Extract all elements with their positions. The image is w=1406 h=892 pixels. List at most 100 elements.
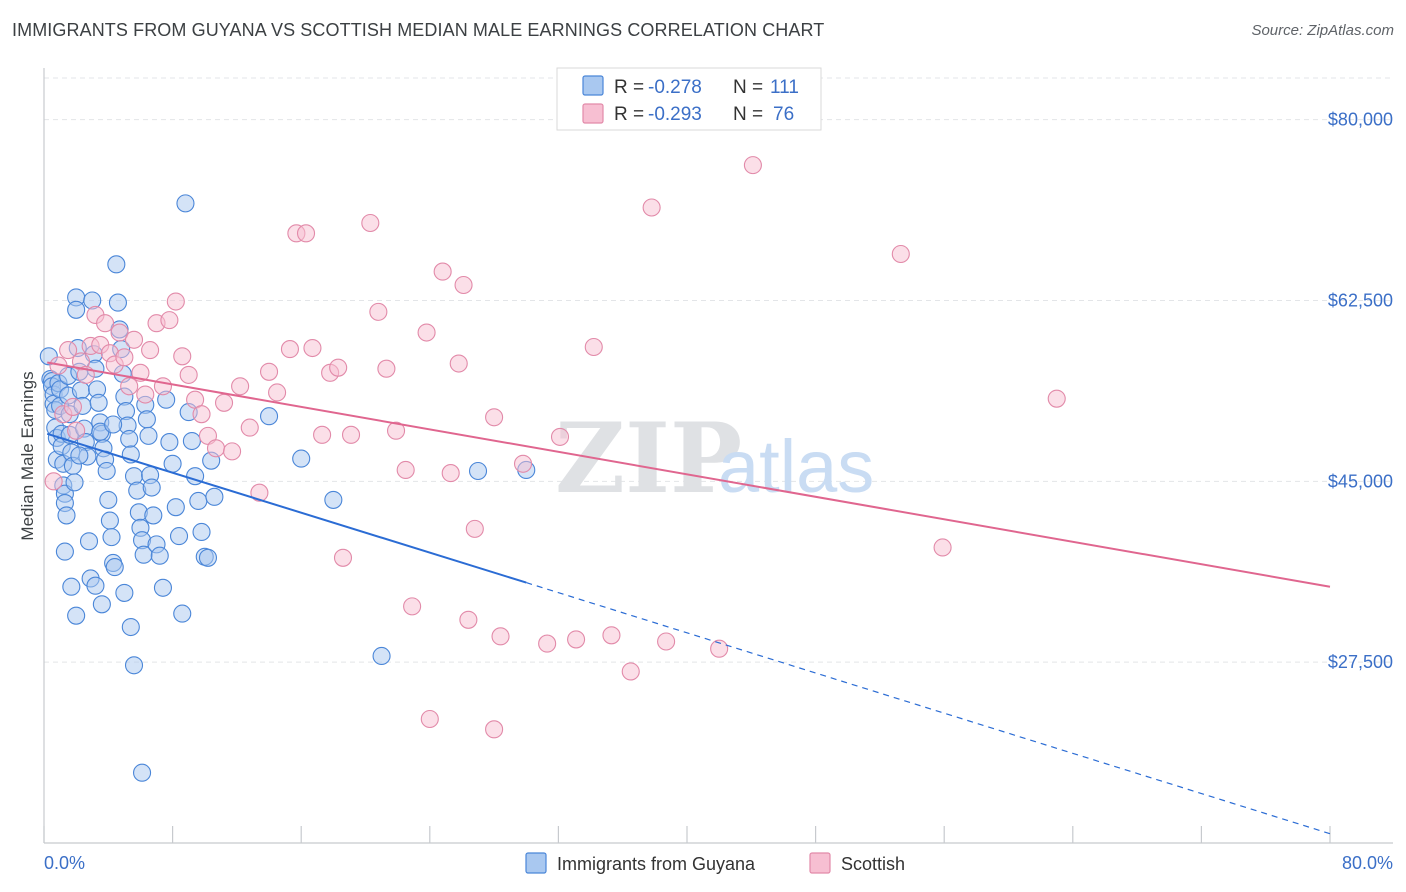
trend-line-guyana xyxy=(46,432,527,584)
axes xyxy=(43,68,1393,844)
point-scottish xyxy=(449,354,468,373)
point-scottish xyxy=(110,323,129,342)
point-scottish xyxy=(296,224,316,243)
point-guyana xyxy=(62,577,81,596)
point-scottish xyxy=(420,709,439,729)
point-guyana xyxy=(104,415,123,434)
point-scottish xyxy=(621,662,640,681)
trend-line-guyana-extension xyxy=(526,582,1331,835)
trend-line-scottish xyxy=(47,361,1331,588)
point-scottish xyxy=(329,358,348,377)
point-guyana xyxy=(67,300,86,319)
legend-r-value-2: -0.293 xyxy=(648,104,702,125)
point-guyana xyxy=(105,558,124,577)
point-scottish xyxy=(333,548,353,567)
bottom-legend-label-scottish: Scottish xyxy=(841,854,905,874)
legend-n-value-1: 111 xyxy=(770,77,799,98)
point-scottish xyxy=(657,632,676,651)
point-guyana xyxy=(55,542,74,561)
point-guyana xyxy=(124,656,144,675)
point-scottish xyxy=(377,359,396,378)
point-scottish xyxy=(141,341,160,360)
point-scottish xyxy=(933,538,952,557)
point-guyana xyxy=(153,578,173,597)
point-scottish xyxy=(341,425,361,444)
bottom-legend-label-guyana: Immigrants from Guyana xyxy=(557,854,756,874)
point-scottish xyxy=(602,626,621,645)
point-guyana xyxy=(97,461,116,481)
point-scottish xyxy=(115,348,134,367)
point-guyana xyxy=(176,194,195,213)
point-scottish xyxy=(59,341,78,360)
watermark-atlas: atlas xyxy=(718,425,874,508)
point-guyana xyxy=(142,478,161,497)
point-guyana xyxy=(99,490,118,509)
chart-title: IMMIGRANTS FROM GUYANA VS SCOTTISH MEDIA… xyxy=(12,20,825,40)
point-scottish xyxy=(743,156,762,175)
y-tick-label: $62,500 xyxy=(1328,291,1393,311)
point-guyana xyxy=(169,527,189,546)
point-scottish xyxy=(120,377,139,396)
bottom-legend: Immigrants from Guyana Scottish xyxy=(525,852,905,874)
y-tick-label: $45,000 xyxy=(1328,471,1393,491)
watermark: ZIP atlas xyxy=(555,402,874,515)
point-scottish xyxy=(250,483,269,502)
point-scottish xyxy=(396,460,415,480)
point-guyana xyxy=(133,763,152,782)
point-scottish xyxy=(550,427,570,446)
point-scottish xyxy=(206,439,226,458)
source-label: Source: ZipAtlas.com xyxy=(1251,22,1394,39)
point-scottish xyxy=(173,347,192,366)
point-scottish xyxy=(465,519,484,538)
point-scottish xyxy=(417,323,436,342)
y-tick-label: $80,000 xyxy=(1328,110,1393,130)
point-scottish xyxy=(567,630,586,649)
point-guyana xyxy=(102,528,121,547)
point-guyana xyxy=(65,473,84,492)
series-scottish-points xyxy=(44,156,1066,739)
point-scottish xyxy=(538,634,557,653)
point-guyana xyxy=(120,429,139,449)
point-guyana xyxy=(173,604,192,623)
point-scottish xyxy=(485,408,504,427)
point-scottish xyxy=(124,330,144,349)
point-scottish xyxy=(136,385,155,404)
x-tick-labels: 0.0% 80.0% xyxy=(44,853,1393,873)
point-guyana xyxy=(166,498,185,517)
point-guyana xyxy=(150,546,169,565)
point-scottish xyxy=(403,597,422,616)
point-guyana xyxy=(139,426,158,445)
point-guyana xyxy=(115,583,134,602)
y-axis-title: Median Male Earnings xyxy=(18,371,37,540)
y-tick-label: $27,500 xyxy=(1328,652,1393,672)
point-scottish xyxy=(485,720,504,739)
point-scottish xyxy=(1047,389,1066,408)
point-guyana xyxy=(259,407,279,426)
point-guyana xyxy=(372,646,391,666)
point-scottish xyxy=(303,338,322,358)
y-tick-labels: $27,500 $45,000 $62,500 $80,000 xyxy=(1328,110,1393,673)
point-scottish xyxy=(891,244,910,264)
point-guyana xyxy=(160,433,179,452)
point-guyana xyxy=(468,461,488,481)
point-scottish xyxy=(240,418,259,437)
point-guyana xyxy=(137,410,156,429)
bottom-legend-swatch-guyana xyxy=(525,852,547,874)
point-guyana xyxy=(292,449,311,468)
point-guyana xyxy=(144,506,163,525)
point-scottish xyxy=(268,383,287,402)
point-guyana xyxy=(89,393,108,412)
point-scottish xyxy=(386,421,406,440)
point-scottish xyxy=(192,405,211,424)
legend-r-value-1: -0.278 xyxy=(648,77,702,98)
trend-lines xyxy=(46,361,1331,835)
point-guyana xyxy=(163,454,182,473)
point-scottish xyxy=(44,472,63,491)
point-scottish xyxy=(153,377,173,396)
point-scottish xyxy=(166,292,185,311)
point-scottish xyxy=(223,442,242,461)
point-guyana xyxy=(71,381,91,400)
point-guyana xyxy=(86,576,105,595)
x-tick-label-min: 0.0% xyxy=(44,853,85,873)
